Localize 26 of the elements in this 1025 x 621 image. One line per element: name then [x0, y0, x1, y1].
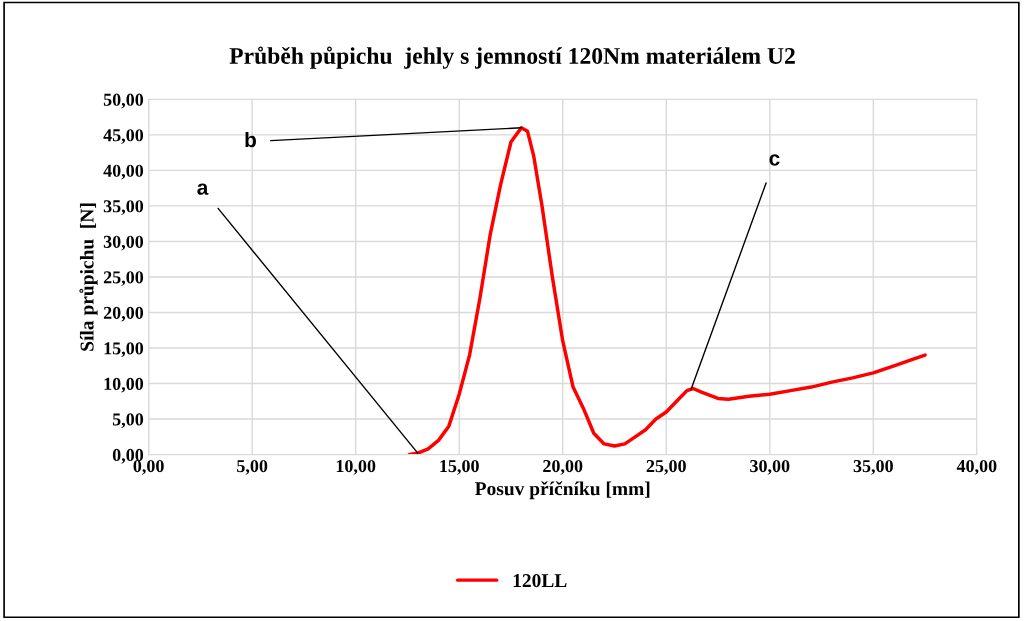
x-axis-title: Posuv příčníku [mm]: [475, 481, 650, 500]
legend-label: 120LL: [513, 574, 567, 588]
x-tick-label: 15,00: [440, 459, 479, 475]
x-tick-label: 5,00: [237, 459, 268, 475]
y-tick-label: 10,00: [104, 377, 144, 393]
x-tick-label: 30,00: [750, 459, 790, 475]
x-tick-label: 25,00: [646, 459, 686, 475]
y-tick-label: 5,00: [112, 413, 144, 429]
y-tick-label: 25,00: [103, 271, 144, 287]
y-tick-label: 45,00: [103, 129, 144, 144]
y-tick-label: 20,00: [103, 306, 144, 322]
annotation: a: [197, 183, 209, 195]
x-tick-label: 20,00: [543, 459, 583, 475]
y-tick-label: 30,00: [103, 235, 144, 251]
annotation: b: [245, 131, 256, 148]
y-axis-title: Síla průpichu [N]: [79, 203, 98, 351]
y-tick-label: 40,00: [103, 164, 144, 180]
x-tick-label: 35,00: [853, 459, 893, 475]
line-series: [407, 126, 927, 455]
x-tick-label: 40,00: [956, 459, 997, 475]
y-tick-label: 15,00: [104, 342, 144, 358]
x-tick-label: 10,00: [336, 459, 376, 475]
y-tick-label: 35,00: [103, 200, 144, 215]
annotation: c: [769, 154, 780, 166]
chart-title: Průběh půpichu jehly s jemností 120Nm materiálem U2: [229, 46, 795, 69]
y-tick-label: 50,00: [103, 93, 144, 109]
